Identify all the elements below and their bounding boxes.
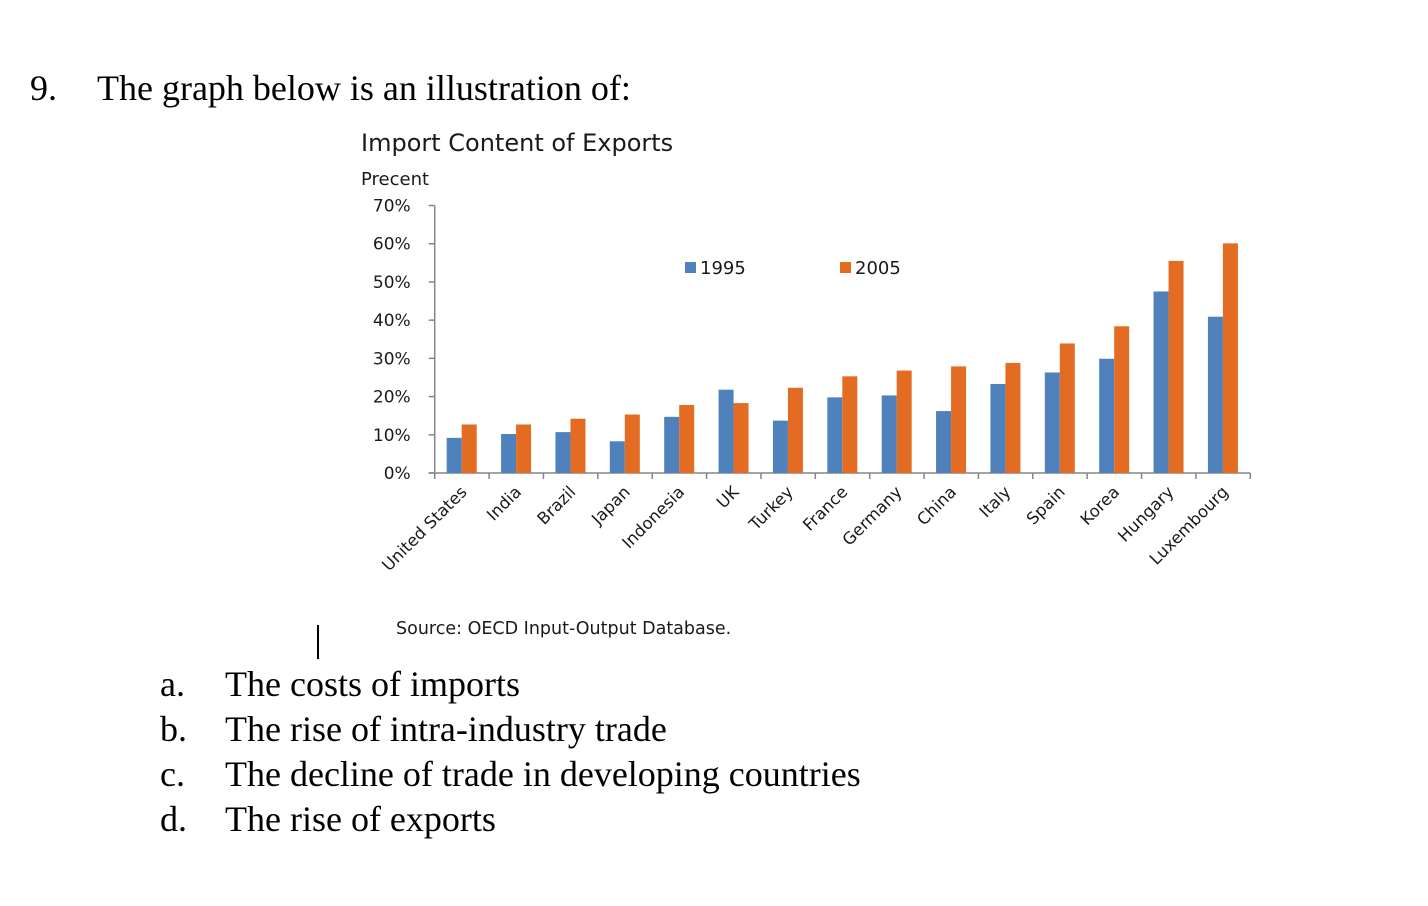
x-tick-label: Japan [587, 482, 634, 529]
bar-1995-italy [990, 383, 1006, 473]
bar-1995-uk [718, 389, 734, 473]
legend-label: 2005 [855, 258, 901, 279]
bar-1995-hungary [1153, 291, 1169, 473]
x-tick-label: UK [713, 482, 743, 512]
y-tick-label: 30% [373, 349, 411, 369]
bar-1995-turkey [772, 420, 788, 473]
option-letter: b. [160, 709, 187, 749]
bar-1995-germany [881, 395, 897, 473]
question-text: The graph below is an illustration of: [97, 68, 631, 108]
bar-1995-united-states [446, 437, 462, 473]
legend-swatch [840, 262, 851, 273]
bar-1995-india [501, 434, 517, 473]
y-tick-label: 60% [373, 235, 411, 255]
bar-2005-spain [1059, 343, 1075, 473]
bar-2005-indonesia [679, 404, 695, 473]
y-tick-label: 40% [373, 311, 411, 331]
bar-1995-china [936, 411, 952, 473]
chart-source: Source: OECD Input-Output Database. [396, 619, 731, 639]
x-tick-label: Spain [1023, 482, 1069, 528]
bars [446, 243, 1238, 473]
y-tick-label: 20% [373, 388, 411, 408]
bar-1995-brazil [555, 432, 571, 473]
x-tick-label: Brazil [533, 482, 579, 528]
legend-swatch [685, 262, 696, 273]
bar-1995-indonesia [664, 416, 680, 473]
option-d[interactable]: d. The rise of exports [160, 797, 861, 842]
option-c[interactable]: c. The decline of trade in developing co… [160, 752, 861, 797]
bar-2005-united-states [461, 424, 477, 473]
bar-1995-japan [609, 441, 625, 473]
question-number: 9. [30, 68, 57, 108]
y-tick-label: 70% [373, 197, 411, 217]
option-text: The decline of trade in developing count… [225, 754, 861, 794]
x-tick-label: Italy [976, 482, 1015, 521]
bar-2005-luxembourg [1222, 243, 1238, 473]
option-letter: a. [160, 664, 185, 704]
option-text: The costs of imports [225, 664, 520, 704]
bar-2005-china [951, 366, 967, 473]
y-tick-label: 50% [373, 273, 411, 293]
bar-2005-japan [624, 414, 640, 473]
text-cursor [317, 625, 319, 659]
option-a[interactable]: a. The costs of imports [160, 662, 861, 707]
option-b[interactable]: b. The rise of intra-industry trade [160, 707, 861, 752]
bar-2005-brazil [570, 418, 586, 473]
x-tick-label: China [913, 482, 960, 529]
option-text: The rise of exports [225, 799, 496, 839]
x-tick-label: France [799, 482, 851, 534]
bar-2005-turkey [787, 387, 803, 473]
x-tick-label: Korea [1077, 482, 1124, 529]
y-axis: 0% 10% 20% 30% 40% 50% 60% 70% [373, 197, 436, 484]
bar-1995-luxembourg [1207, 316, 1223, 473]
bar-2005-italy [1005, 362, 1021, 473]
bar-2005-uk [733, 403, 749, 473]
bar-1995-korea [1099, 358, 1115, 473]
y-tick-label: 10% [373, 426, 411, 446]
answer-options: a. The costs of imports b. The rise of i… [160, 662, 861, 842]
bar-2005-india [516, 424, 532, 473]
legend: 1995 2005 [685, 258, 901, 279]
y-axis-label: Precent [361, 169, 429, 190]
bar-2005-germany [896, 370, 912, 473]
legend-label: 1995 [700, 258, 746, 279]
option-letter: d. [160, 799, 187, 839]
x-tick-label: United States [378, 482, 470, 574]
bar-1995-france [827, 397, 843, 473]
x-axis [428, 472, 1252, 479]
y-tick-label: 0% [384, 464, 411, 484]
x-tick-label: Turkey [745, 482, 797, 534]
chart-title: Import Content of Exports [361, 129, 673, 157]
bar-2005-korea [1114, 326, 1130, 473]
bar-2005-hungary [1168, 260, 1184, 473]
x-tick-label: India [483, 482, 525, 524]
bar-2005-france [842, 376, 858, 473]
option-letter: c. [160, 754, 185, 794]
option-text: The rise of intra-industry trade [225, 709, 667, 749]
x-tick-label: Germany [839, 482, 906, 549]
bar-1995-spain [1044, 372, 1060, 473]
